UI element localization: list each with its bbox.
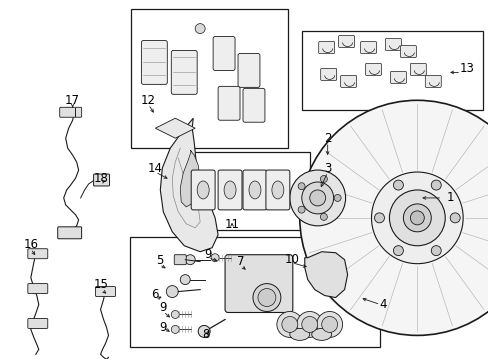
FancyBboxPatch shape bbox=[218, 86, 240, 120]
Circle shape bbox=[409, 211, 424, 225]
Polygon shape bbox=[304, 252, 347, 298]
Circle shape bbox=[296, 311, 322, 337]
FancyBboxPatch shape bbox=[224, 255, 292, 312]
Circle shape bbox=[333, 194, 341, 201]
Bar bbox=[301, 31, 482, 110]
Circle shape bbox=[430, 246, 440, 256]
Circle shape bbox=[281, 316, 297, 332]
Circle shape bbox=[309, 190, 325, 206]
FancyBboxPatch shape bbox=[243, 88, 264, 122]
Circle shape bbox=[252, 284, 280, 311]
Bar bbox=[130, 237, 380, 347]
Circle shape bbox=[211, 254, 219, 262]
Circle shape bbox=[166, 285, 178, 298]
FancyBboxPatch shape bbox=[409, 63, 426, 75]
Text: 12: 12 bbox=[141, 94, 156, 107]
FancyBboxPatch shape bbox=[60, 107, 81, 117]
FancyBboxPatch shape bbox=[28, 249, 48, 259]
FancyBboxPatch shape bbox=[171, 50, 197, 94]
Circle shape bbox=[320, 213, 326, 220]
Circle shape bbox=[301, 316, 317, 332]
Circle shape bbox=[195, 24, 205, 33]
FancyBboxPatch shape bbox=[265, 170, 289, 210]
Circle shape bbox=[289, 170, 345, 226]
Text: 13: 13 bbox=[459, 62, 474, 75]
FancyBboxPatch shape bbox=[28, 319, 48, 328]
Ellipse shape bbox=[197, 181, 209, 199]
Bar bbox=[131, 9, 287, 148]
Text: 10: 10 bbox=[284, 253, 299, 266]
Circle shape bbox=[298, 206, 305, 213]
Circle shape bbox=[374, 213, 384, 223]
Circle shape bbox=[276, 311, 302, 337]
Text: 3: 3 bbox=[324, 162, 331, 175]
Circle shape bbox=[320, 175, 326, 183]
Text: 14: 14 bbox=[147, 162, 163, 175]
Circle shape bbox=[388, 190, 444, 246]
Circle shape bbox=[316, 311, 342, 337]
FancyBboxPatch shape bbox=[338, 36, 354, 48]
Circle shape bbox=[171, 325, 179, 333]
FancyBboxPatch shape bbox=[174, 255, 186, 265]
FancyBboxPatch shape bbox=[213, 37, 235, 71]
Text: 5: 5 bbox=[155, 254, 163, 267]
Text: 9: 9 bbox=[159, 301, 167, 314]
FancyBboxPatch shape bbox=[389, 71, 406, 84]
Ellipse shape bbox=[311, 328, 331, 340]
Text: 1: 1 bbox=[446, 192, 453, 204]
FancyBboxPatch shape bbox=[58, 227, 81, 239]
Ellipse shape bbox=[248, 181, 261, 199]
Ellipse shape bbox=[289, 328, 309, 340]
Polygon shape bbox=[155, 118, 195, 138]
Circle shape bbox=[449, 213, 459, 223]
Text: 9: 9 bbox=[204, 248, 211, 261]
FancyBboxPatch shape bbox=[238, 54, 260, 87]
Circle shape bbox=[258, 289, 275, 306]
FancyBboxPatch shape bbox=[365, 63, 381, 75]
Circle shape bbox=[403, 204, 430, 232]
Circle shape bbox=[299, 100, 488, 336]
FancyBboxPatch shape bbox=[318, 41, 334, 54]
FancyBboxPatch shape bbox=[425, 75, 440, 87]
FancyBboxPatch shape bbox=[400, 45, 415, 58]
Circle shape bbox=[393, 246, 403, 256]
FancyBboxPatch shape bbox=[141, 41, 167, 84]
Text: 2: 2 bbox=[323, 132, 331, 145]
Text: 6: 6 bbox=[151, 288, 159, 301]
FancyBboxPatch shape bbox=[93, 174, 109, 186]
FancyBboxPatch shape bbox=[243, 170, 266, 210]
Text: 15: 15 bbox=[94, 278, 109, 291]
Circle shape bbox=[321, 316, 337, 332]
Circle shape bbox=[180, 275, 190, 285]
Text: 4: 4 bbox=[379, 298, 386, 311]
Polygon shape bbox=[160, 118, 218, 252]
Text: 9: 9 bbox=[159, 321, 167, 334]
FancyBboxPatch shape bbox=[385, 39, 401, 50]
Circle shape bbox=[371, 172, 462, 264]
Text: 16: 16 bbox=[23, 238, 38, 251]
FancyBboxPatch shape bbox=[340, 75, 356, 87]
Circle shape bbox=[301, 182, 333, 214]
FancyBboxPatch shape bbox=[320, 68, 336, 80]
FancyBboxPatch shape bbox=[360, 41, 376, 54]
Ellipse shape bbox=[224, 181, 236, 199]
Circle shape bbox=[393, 180, 403, 190]
Circle shape bbox=[298, 183, 305, 190]
Ellipse shape bbox=[271, 181, 283, 199]
Bar bbox=[183, 152, 309, 230]
Polygon shape bbox=[180, 150, 200, 207]
Circle shape bbox=[171, 310, 179, 319]
FancyBboxPatch shape bbox=[218, 170, 242, 210]
Text: 17: 17 bbox=[65, 94, 80, 107]
Text: 8: 8 bbox=[202, 328, 209, 341]
Circle shape bbox=[185, 255, 195, 265]
Text: 11: 11 bbox=[224, 218, 239, 231]
FancyBboxPatch shape bbox=[95, 287, 115, 297]
FancyBboxPatch shape bbox=[28, 284, 48, 293]
FancyBboxPatch shape bbox=[191, 170, 215, 210]
Circle shape bbox=[198, 325, 210, 337]
Circle shape bbox=[430, 180, 440, 190]
Text: 18: 18 bbox=[94, 171, 109, 185]
Text: 7: 7 bbox=[237, 255, 244, 268]
